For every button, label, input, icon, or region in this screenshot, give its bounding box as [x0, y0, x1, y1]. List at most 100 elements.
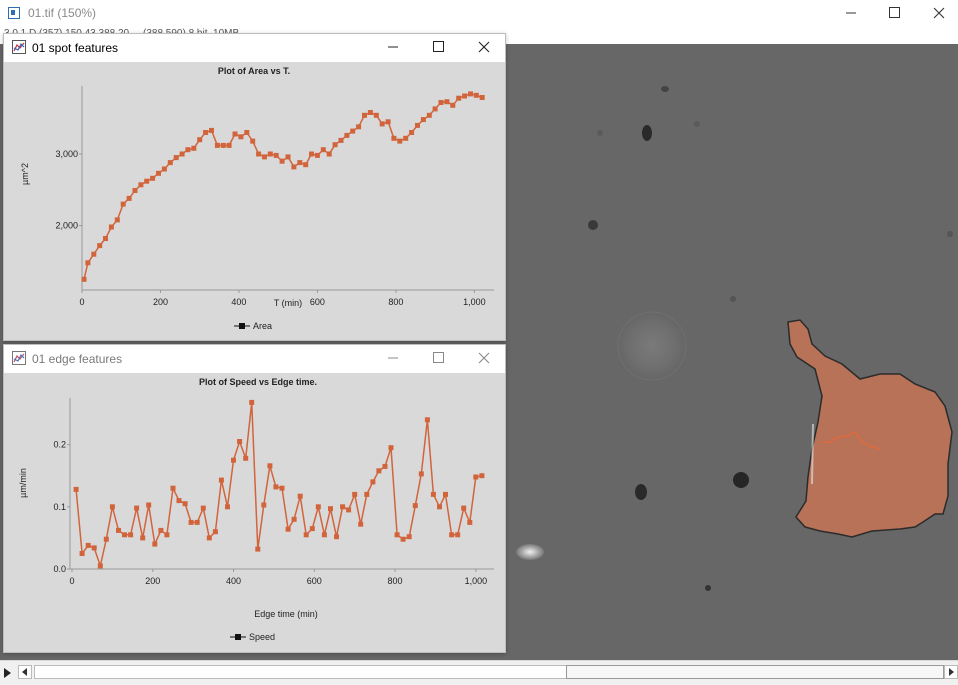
data-point [182, 501, 188, 507]
data-point [291, 516, 297, 522]
x-tick-label: 400 [226, 576, 241, 586]
main-maximize-button[interactable] [872, 0, 918, 28]
y-tick-label: 0.0 [53, 564, 66, 574]
area-plot: Plot of Area vs T. µm^2 T (min) Area 0 20… [20, 66, 494, 331]
data-point [191, 145, 197, 151]
data-point [373, 112, 379, 118]
x-axis-label: Edge time (min) [254, 609, 318, 619]
edge-features-window[interactable]: 01 edge features Plot of Speed vs Edge t… [3, 344, 506, 653]
data-point [79, 551, 85, 556]
data-point [126, 195, 132, 201]
data-point [185, 147, 191, 153]
scroll-right-button[interactable] [944, 665, 958, 679]
data-point [449, 532, 455, 538]
spot-window-titlebar[interactable]: 01 spot features [4, 34, 505, 62]
data-point [315, 504, 321, 510]
spot-minimize-button[interactable] [370, 34, 416, 62]
data-point [103, 536, 109, 542]
data-point [255, 546, 261, 552]
data-point [256, 151, 262, 157]
data-point [444, 99, 450, 105]
data-point [273, 484, 279, 490]
x-tick-label: 200 [145, 576, 160, 586]
spot-maximize-button[interactable] [415, 34, 461, 62]
data-point [176, 498, 182, 504]
maximize-icon [433, 352, 444, 363]
data-point [415, 122, 420, 128]
data-point [279, 158, 285, 164]
data-point [91, 251, 97, 257]
chart-app-icon [12, 351, 26, 365]
x-tick-label: 800 [388, 576, 403, 586]
data-point [203, 130, 209, 135]
data-point [450, 102, 456, 108]
cell-segmentation-overlay [787, 319, 953, 538]
data-point [97, 563, 103, 569]
data-point [164, 532, 170, 538]
data-point [238, 134, 244, 140]
main-minimize-button[interactable] [828, 0, 874, 28]
data-point [146, 502, 152, 508]
data-point [152, 541, 158, 547]
data-point [161, 166, 167, 172]
x-tick-label: 600 [310, 297, 325, 307]
legend: Area [234, 321, 272, 331]
data-point [297, 160, 303, 166]
edge-window-title: 01 edge features [32, 352, 123, 366]
data-point [352, 491, 358, 497]
y-tick-label: 0.2 [53, 440, 66, 450]
spot-features-window[interactable]: 01 spot features Plot of Area vs T. µm^2… [3, 33, 506, 341]
data-point [437, 504, 442, 510]
y-tick-label: 2,000 [55, 221, 78, 231]
data-point [456, 95, 462, 101]
edge-maximize-button[interactable] [415, 345, 461, 373]
data-point [438, 100, 444, 105]
data-point [226, 142, 232, 148]
x-tick-label: 200 [153, 297, 168, 307]
data-point [382, 463, 388, 469]
data-point [432, 106, 438, 112]
data-point [279, 485, 285, 491]
y-axis-label: µm/min [18, 468, 28, 498]
data-point [120, 201, 126, 207]
data-point [134, 505, 140, 511]
data-point [420, 117, 426, 123]
data-point [108, 224, 114, 230]
data-point [232, 131, 238, 137]
play-icon[interactable] [4, 668, 11, 678]
main-close-button[interactable] [916, 0, 958, 28]
data-point [479, 95, 485, 100]
x-tick-label: 400 [231, 297, 246, 307]
minimize-icon [846, 12, 856, 14]
minimize-icon [388, 357, 398, 359]
data-point [362, 112, 367, 118]
scroll-thumb[interactable] [566, 665, 944, 679]
data-point [156, 170, 161, 176]
data-point [400, 536, 406, 542]
bottom-scrollbar [0, 660, 958, 685]
spot-window-title: 01 spot features [32, 41, 119, 55]
y-axis-label: µm^2 [20, 163, 30, 185]
spot-close-button[interactable] [460, 34, 506, 62]
data-point [303, 532, 309, 538]
data-point [132, 188, 138, 193]
data-point [334, 534, 339, 540]
data-point [194, 519, 200, 525]
data-point [140, 535, 146, 541]
legend-label: Speed [249, 632, 275, 642]
data-point [218, 477, 224, 483]
edge-window-titlebar[interactable]: 01 edge features [4, 345, 505, 373]
data-point [303, 162, 309, 168]
data-point [344, 132, 350, 138]
data-point [267, 463, 273, 469]
data-point [179, 151, 185, 157]
data-point [297, 493, 303, 499]
edge-minimize-button[interactable] [370, 345, 416, 373]
x-tick-label: 1,000 [465, 576, 488, 586]
data-point [249, 399, 255, 405]
x-tick-label: 0 [79, 297, 84, 307]
edge-close-button[interactable] [460, 345, 506, 373]
data-point [326, 151, 332, 157]
data-point [244, 130, 250, 135]
scroll-left-button[interactable] [18, 665, 32, 679]
